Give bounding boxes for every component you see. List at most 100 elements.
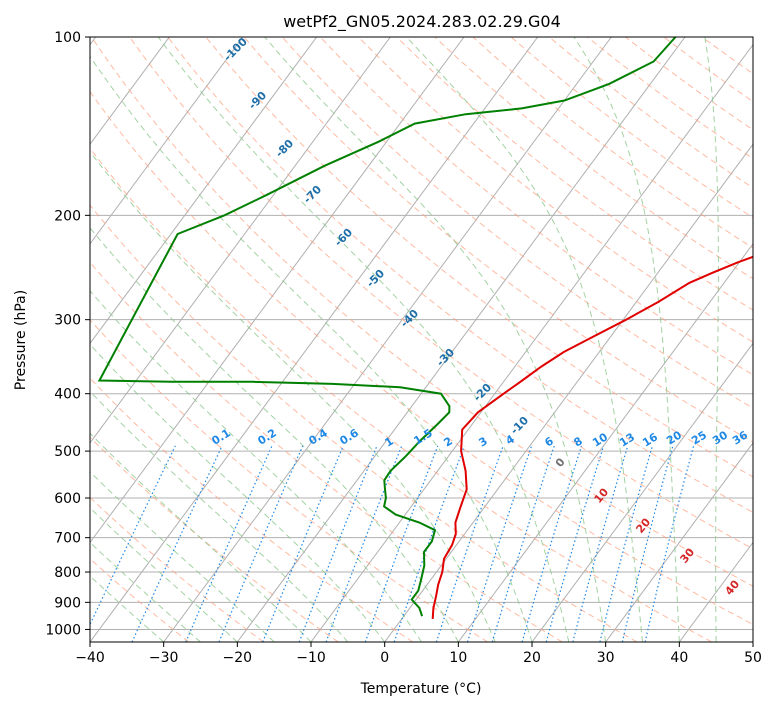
isotherm-line	[457, 242, 753, 642]
dry-adiabat-line	[434, 37, 753, 280]
mixing-ratio-line	[90, 445, 176, 626]
moist-adiabat-line	[90, 290, 422, 642]
mixing-ratio-line	[644, 445, 695, 642]
mixing-ratio-line	[521, 445, 583, 642]
dry-adiabat-label: -10	[508, 414, 531, 437]
moist-adiabat-label: 20	[633, 515, 653, 535]
dry-adiabat-line	[129, 37, 753, 550]
dry-adiabat-label: -20	[471, 381, 494, 404]
dry-adiabat-line	[510, 37, 753, 219]
mixing-ratio-line	[185, 445, 273, 642]
moist-adiabat-label: 10	[591, 485, 611, 505]
isotherm-line	[531, 342, 753, 642]
y-tick-label: 400	[54, 387, 81, 403]
x-tick-label: 0	[380, 650, 389, 666]
mixing-ratio-line	[545, 445, 605, 642]
x-tick-label: 50	[744, 650, 762, 666]
x-tick-label: 10	[449, 650, 467, 666]
isotherm-line	[384, 143, 753, 642]
moist-adiabat-line	[90, 343, 386, 642]
moist-adiabat-label: 0	[553, 455, 568, 469]
mixing-ratio-label: 36	[730, 428, 750, 447]
x-tick-label: −40	[75, 650, 105, 666]
isotherm-line	[236, 37, 686, 642]
mixing-ratio-label: 10	[590, 430, 610, 449]
dry-adiabat-label: -80	[273, 137, 296, 160]
y-tick-label: 1000	[45, 622, 81, 638]
y-tick-label: 900	[54, 595, 81, 611]
isotherm-line	[605, 442, 753, 642]
dewpoint-profile-line	[97, 37, 677, 617]
mixing-ratio-line	[435, 445, 504, 642]
moist-adiabat-line	[157, 37, 570, 642]
dry-adiabat-line	[90, 147, 712, 642]
isotherm-line	[90, 37, 244, 245]
isotherm-line	[90, 37, 465, 544]
dry-adiabat-line	[90, 37, 753, 587]
dry-adiabat-line	[90, 90, 753, 626]
dry-adiabat-line	[90, 204, 638, 642]
mixing-ratio-line	[572, 445, 629, 642]
y-tick-label: 100	[54, 30, 81, 46]
isotherm-line	[752, 641, 753, 642]
dry-adiabat-line	[396, 37, 753, 311]
dry-adiabat-line	[167, 37, 753, 514]
plot-frame	[89, 36, 754, 643]
dry-adiabat-label: -60	[332, 226, 355, 249]
x-tick-label: 40	[670, 650, 688, 666]
isotherm-line	[90, 37, 318, 345]
moist-adiabat-line	[90, 390, 349, 642]
x-tick-label: −10	[296, 650, 326, 666]
y-tick-label: 200	[54, 208, 81, 224]
temperature-profile-line	[431, 255, 753, 619]
mixing-ratio-line	[621, 445, 674, 642]
dry-adiabat-line	[90, 319, 488, 642]
isotherm-line	[310, 43, 753, 642]
moist-adiabat-line	[90, 227, 459, 642]
mixing-ratio-label: 30	[710, 428, 730, 447]
dry-adiabat-line	[90, 436, 339, 642]
dry-adiabat-line	[90, 377, 414, 642]
x-tick-label: −30	[149, 650, 179, 666]
moist-adiabat-line	[90, 432, 312, 642]
dry-adiabat-line	[319, 37, 753, 376]
dry-adiabat-label: -40	[398, 307, 421, 330]
mixing-ratio-label: 3	[476, 434, 489, 449]
moist-adiabat-line	[406, 37, 643, 642]
dry-adiabat-line	[90, 261, 563, 642]
dry-adiabat-line	[358, 37, 753, 343]
y-tick-label: 600	[54, 491, 81, 507]
y-tick-label: 800	[54, 565, 81, 581]
mixing-ratio-line	[218, 445, 304, 642]
moist-adiabat-label: 30	[677, 545, 697, 565]
dry-adiabat-line	[701, 37, 753, 75]
moist-adiabat-line	[90, 471, 275, 642]
mixing-ratio-line	[491, 445, 555, 642]
dry-adiabat-line	[90, 496, 264, 642]
x-tick-label: 30	[597, 650, 615, 666]
mixing-ratio-line	[393, 445, 465, 642]
mixing-ratio-line	[325, 445, 403, 642]
moist-adiabat-line	[90, 507, 238, 642]
y-tick-label: 700	[54, 531, 81, 547]
moist-adiabat-line	[704, 37, 719, 642]
dry-adiabat-label: -50	[364, 267, 387, 290]
mixing-ratio-line	[298, 445, 378, 642]
dry-adiabat-label: -90	[246, 89, 269, 112]
moist-adiabat-line	[90, 575, 165, 642]
mixing-ratio-label: 2	[441, 434, 454, 449]
isotherm-line	[90, 37, 391, 444]
dry-adiabat-line	[281, 37, 753, 409]
dry-adiabat-label: -70	[301, 183, 324, 206]
isotherm-line	[90, 37, 539, 642]
mixing-ratio-label: 0.1	[209, 426, 232, 447]
moist-adiabat-line	[90, 55, 533, 642]
y-axis-label: Pressure (hPa)	[13, 290, 29, 390]
moist-adiabat-line	[573, 37, 680, 642]
dry-adiabat-line	[663, 37, 753, 103]
mixing-ratio-label: 0.6	[337, 426, 361, 448]
moist-adiabat-line	[90, 150, 496, 642]
x-tick-label: 20	[523, 650, 541, 666]
isotherm-line	[90, 37, 170, 146]
